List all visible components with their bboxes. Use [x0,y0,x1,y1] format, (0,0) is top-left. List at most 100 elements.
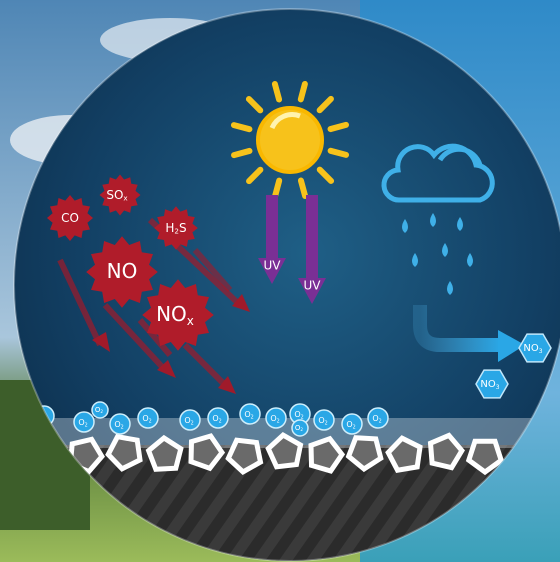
label-main: O [184,416,190,425]
oxygen-bubble [341,413,363,435]
label-main: O [114,420,120,429]
pentagon [145,434,184,472]
oxygen-bubble [265,407,287,429]
label-rest: S [179,221,187,235]
label-main: O [78,418,84,427]
label-sub: 2 [353,424,356,430]
sun-ray [297,80,308,103]
pentagon [105,433,143,472]
label-sub: 2 [301,414,304,420]
label-main: O [318,416,324,425]
label-sub: 2 [174,227,179,236]
oxygen-bubble [207,407,229,429]
oxygen-label: O2 [184,416,193,426]
label-main: O [294,410,300,419]
uv-label: UV [264,259,282,273]
raindrop [412,253,418,267]
raindrop [430,213,436,227]
oxygen-bubble [73,411,95,433]
sun-ray [297,177,309,199]
oxygen-label: O2 [244,410,253,420]
label-sub: x [187,314,194,328]
label-sub: 2 [100,409,103,414]
label-sub: 2 [219,418,222,424]
oxygen-bubble [91,401,109,419]
raindrop [457,217,463,231]
oxygen-bubble [239,403,261,425]
nitrate-label: NO3 [523,343,542,355]
pollutant-label: SOx [106,188,128,203]
label-sub: x [123,194,128,203]
label-sub: 2 [325,420,328,426]
label-main: O [95,406,101,414]
oxygen-label: O2 [346,420,355,430]
oxygen-bubble [109,413,131,435]
label-sub: 2 [149,418,152,424]
pentagon [225,437,264,475]
pentagon [427,432,465,471]
rain-cloud [381,143,495,203]
label-main: NO [523,343,538,354]
pollutant-label: NO [107,259,138,283]
pentagon [188,433,226,472]
raindrop [442,243,448,257]
oxygen-label: O2 [294,410,303,420]
uv-label: UV [304,279,322,293]
label-main: NO [156,302,187,326]
label-sub: 3 [539,348,543,355]
oxygen-bubble [291,419,309,437]
sun-ray [231,147,253,159]
label-sub: 2 [300,427,303,432]
oxygen-label: O2 [212,414,221,424]
oxygen-bubble [137,407,159,429]
label-sub: 2 [277,418,280,424]
oxygen-bubble [179,409,201,431]
label-sub: 2 [85,422,88,428]
label-main: NO [107,259,138,283]
runoff-arrow [413,305,500,352]
oxygen-label: O2 [295,424,304,432]
pollution-arrows [57,217,250,394]
label-main: O [295,424,301,432]
oxygen-label: O2 [95,406,104,414]
sun-ray [246,166,264,185]
oxygen-label: O2 [270,414,279,424]
pentagon [465,438,505,476]
pentagon [265,432,304,470]
rain [402,213,473,295]
nitrate-hexagon [475,369,509,399]
label-main: O [346,420,352,429]
pollutant-label: H2S [165,221,186,236]
pollutant-label: CO [61,211,79,225]
sun-ray [316,95,334,114]
pollutant-badge [154,206,198,250]
sun-ray [272,177,283,200]
sun-ray [316,166,335,184]
raindrop [402,219,408,233]
pentagon [385,435,423,473]
pentagon [308,435,346,474]
label-sub: 3 [496,384,500,391]
label-main: O [212,414,218,423]
label-main: O [270,414,276,423]
label-main: O [142,414,148,423]
label-main: CO [61,211,79,225]
sun-ray [327,147,350,158]
label-sub: 2 [191,420,194,426]
pollutant-badge [99,174,141,216]
pentagon [345,435,384,473]
label-sub: 2 [379,418,382,424]
pollutant-badge [47,195,93,241]
pollutant-badge [142,279,214,351]
raindrop [447,281,453,295]
label-main: O [244,410,250,419]
sun-ray [271,81,283,103]
oxygen-label: O2 [142,414,151,424]
pollutant-label: NOx [156,302,194,328]
pollutant-badge [86,236,158,308]
sun-ray [245,96,264,114]
nitrate-label: NO3 [480,379,499,391]
oxygen-bubble [313,409,335,431]
